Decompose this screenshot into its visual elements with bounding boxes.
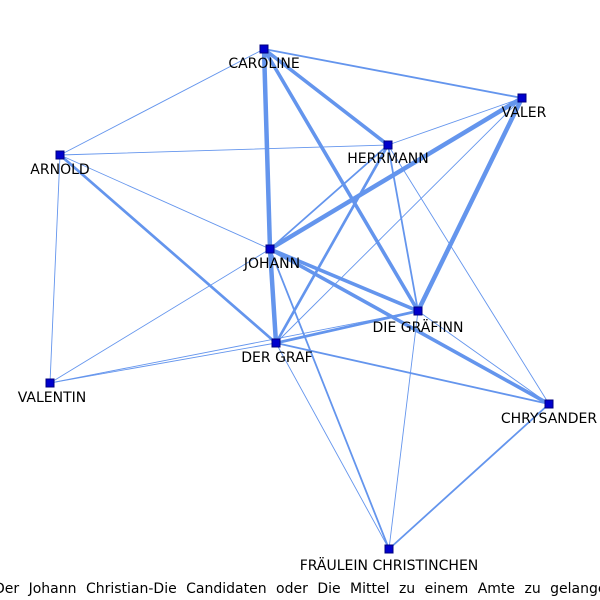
edge-caroline-graefinn [262,47,420,313]
edge-graefinn-graf [274,309,420,345]
node-graefinn [413,306,423,316]
node-label-valentin: VALENTIN [18,390,87,406]
node-christinchen [384,544,394,554]
edge-valer-graefinn [415,95,525,314]
edge-johann-graefinn [268,247,420,313]
edge-graf-christinchen [275,342,390,550]
edge-caroline-herrmann [262,47,390,147]
edge-arnold-valentin [49,154,61,384]
node-label-chrysander: CHRYSANDER [501,411,598,427]
graph-caption-text: Der Johann Christian-Die Candidaten oder… [0,581,600,597]
edge-valer-graf [275,97,523,344]
edge-herrmann-graf [274,143,390,345]
node-valentin [45,378,55,388]
node-valer [517,93,527,103]
node-label-johann: JOHANN [243,256,300,272]
edge-graf-valentin [49,342,277,384]
edge-layer [49,46,551,550]
node-label-arnold: ARNOLD [30,162,89,178]
node-herrmann [383,140,393,150]
edge-graf-chrysander [275,342,550,405]
graph-caption: Der Johann Christian-Die Candidaten oder… [0,578,600,600]
edge-herrmann-johann [269,144,389,250]
label-layer: CAROLINE VALER ARNOLD HERRMANN JOHANN DIE GRÄ… [18,56,598,574]
edge-johann-christinchen [269,248,390,550]
edge-valer-johann [267,95,525,252]
edge-caroline-valer [263,48,523,99]
edge-herrmann-graefinn [387,144,419,312]
edge-caroline-arnold [59,48,265,156]
edge-arnold-herrmann [59,144,389,156]
node-label-caroline: CAROLINE [228,56,299,72]
edge-arnold-graf [58,153,278,345]
edge-arnold-johann [59,154,271,250]
node-label-christinchen: FRÄULEIN CHRISTINCHEN [300,556,479,574]
node-layer [45,44,554,554]
edge-johann-chrysander [268,247,551,406]
edge-johann-graf [267,246,279,346]
edge-graefinn-valentin [49,310,419,384]
edge-chrysander-christinchen [388,403,550,550]
edge-valer-herrmann [387,97,523,146]
edge-graefinn-chrysander [417,310,550,405]
node-label-valer: VALER [502,105,547,121]
edge-herrmann-chrysander [387,144,550,405]
node-caroline [259,44,269,54]
node-johann [265,244,275,254]
node-label-graf: DER GRAF [241,350,312,366]
node-arnold [55,150,65,160]
edge-johann-valentin [49,248,271,384]
edge-graefinn-christinchen [388,310,419,550]
node-label-herrmann: HERRMANN [347,151,428,167]
node-chrysander [544,399,554,409]
node-graf [271,338,281,348]
node-label-graefinn: DIE GRÄFINN [373,318,464,336]
